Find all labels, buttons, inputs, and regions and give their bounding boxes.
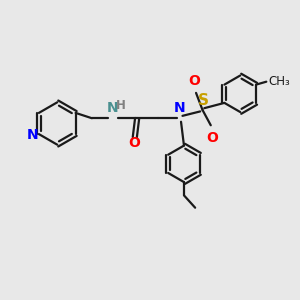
Text: S: S — [198, 93, 208, 108]
Text: N: N — [107, 101, 119, 115]
Text: O: O — [189, 74, 200, 88]
Text: N: N — [174, 101, 185, 115]
Text: CH₃: CH₃ — [269, 75, 290, 88]
Text: O: O — [128, 136, 140, 150]
Text: N: N — [27, 128, 38, 142]
Text: O: O — [206, 130, 218, 145]
Text: H: H — [116, 99, 126, 112]
